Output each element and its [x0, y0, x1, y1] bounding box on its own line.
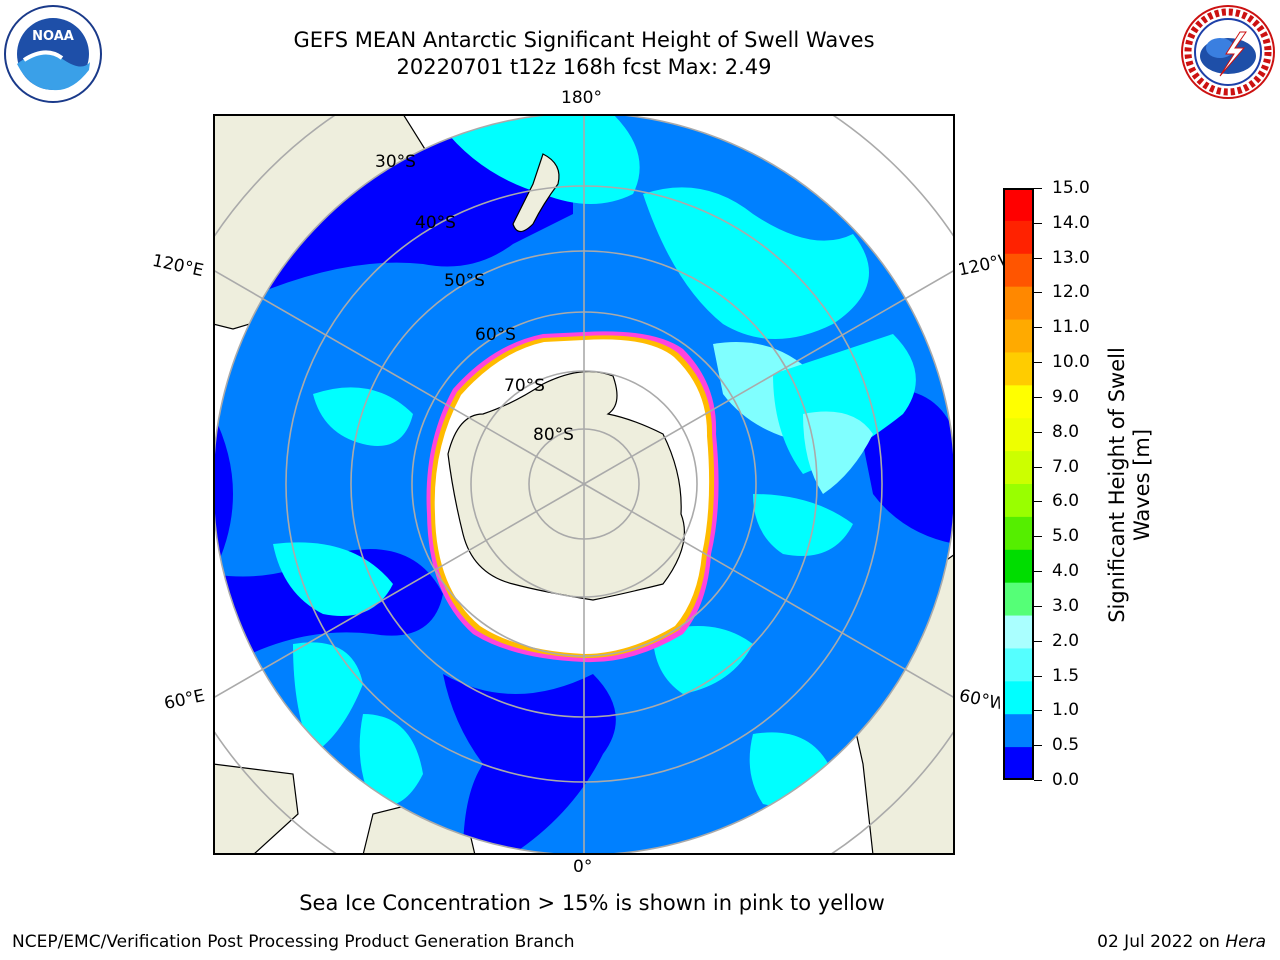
- polar-map: 30°S 40°S 50°S 60°S 70°S 80°S: [213, 114, 955, 855]
- colorbar-tick-mark: [1034, 501, 1042, 503]
- lon-label-120w: 120°W: [956, 251, 1006, 281]
- longitude-lines: [213, 114, 955, 855]
- colorbar-tick-mark: [1034, 640, 1042, 642]
- colorbar-swatch: [1003, 648, 1034, 682]
- colorbar-swatch: [1003, 582, 1034, 617]
- colorbar-tick-label: 6.0: [1052, 491, 1080, 512]
- colorbar-tick-label: 5.0: [1052, 526, 1080, 547]
- land-new-zealand: [512, 153, 560, 233]
- colorbar-swatch: [1003, 549, 1034, 584]
- colorbar-tick-label: 7.0: [1052, 456, 1080, 477]
- colorbar-swatch: [1003, 747, 1034, 781]
- colorbar-tick-mark: [1034, 710, 1042, 712]
- credit-date-text: 02 Jul 2022 on: [1097, 932, 1226, 952]
- land-antarctica: [447, 370, 685, 601]
- colorbar-tick-label: 11.0: [1052, 317, 1090, 338]
- colorbar-tick-label: 12.0: [1052, 282, 1090, 303]
- colorbar-swatch: [1003, 286, 1034, 321]
- colorbar-tick-mark: [1034, 362, 1042, 364]
- noaa-logo: NOAA: [2, 4, 104, 108]
- colorbar-swatch: [1003, 484, 1034, 518]
- lon-label-180: 180°: [561, 88, 602, 108]
- colorbar-tick-label: 2.0: [1052, 630, 1080, 651]
- colorbar-swatch: [1003, 418, 1034, 452]
- colorbar-tick-mark: [1034, 222, 1042, 224]
- credit-date: 02 Jul 2022 on Hera: [1097, 932, 1266, 952]
- colorbar-tick-label: 1.0: [1052, 700, 1080, 721]
- credit-branch: NCEP/EMC/Verification Post Processing Pr…: [12, 932, 575, 952]
- colorbar-label: Significant Height of Swell Waves [m]: [1105, 347, 1155, 623]
- colorbar: [1003, 188, 1034, 781]
- colorbar-tick-mark: [1034, 605, 1042, 607]
- colorbar-tick-mark: [1034, 188, 1042, 189]
- colorbar-swatch: [1003, 253, 1034, 288]
- colorbar-tick-label: 8.0: [1052, 421, 1080, 442]
- colorbar-tick-mark: [1034, 257, 1042, 259]
- colorbar-tick-label: 3.0: [1052, 595, 1080, 616]
- lat-label-70s: 70°S: [504, 376, 545, 396]
- colorbar-tick-mark: [1034, 780, 1042, 781]
- colorbar-swatch: [1003, 385, 1034, 419]
- credit-host: Hera: [1225, 932, 1266, 952]
- colorbar-tick-mark: [1034, 292, 1042, 294]
- colorbar-swatch: [1003, 681, 1034, 715]
- lon-label-60w: 60°W: [957, 685, 1003, 715]
- lat-label-30s: 30°S: [375, 152, 416, 172]
- colorbar-tick-mark: [1034, 571, 1042, 573]
- colorbar-tick-mark: [1034, 431, 1042, 433]
- colorbar-tick-label: 14.0: [1052, 212, 1090, 233]
- colorbar-swatch: [1003, 615, 1034, 649]
- colorbar-tick-mark: [1034, 327, 1042, 329]
- colorbar-swatch: [1003, 451, 1034, 485]
- nws-logo: [1180, 4, 1276, 104]
- colorbar-tick-label: 13.0: [1052, 247, 1090, 268]
- colorbar-tick-label: 15.0: [1052, 178, 1090, 198]
- lon-label-0: 0°: [573, 857, 593, 877]
- colorbar-tick-label: 1.5: [1052, 665, 1080, 686]
- colorbar-tick-mark: [1034, 675, 1042, 677]
- colorbar-tick-mark: [1034, 745, 1042, 747]
- colorbar-tick-label: 9.0: [1052, 386, 1080, 407]
- map-frame: [213, 114, 955, 855]
- colorbar-tick-label: 4.0: [1052, 561, 1080, 582]
- colorbar-frame: [1003, 188, 1034, 780]
- colorbar-tick-label: 10.0: [1052, 352, 1090, 373]
- lat-label-40s: 40°S: [415, 213, 456, 233]
- lon-label-60e: 60°E: [162, 685, 207, 715]
- lat-label-80s: 80°S: [533, 425, 574, 445]
- colorbar-swatch: [1003, 714, 1034, 748]
- sea-ice-note: Sea Ice Concentration > 15% is shown in …: [299, 891, 885, 915]
- colorbar-label-line2: Waves [m]: [1130, 428, 1154, 542]
- lat-label-50s: 50°S: [444, 271, 485, 291]
- colorbar-swatch: [1003, 220, 1034, 255]
- colorbar-swatch: [1003, 352, 1034, 386]
- colorbar-tick-label: 0.0: [1052, 770, 1080, 790]
- colorbar-tick-mark: [1034, 536, 1042, 538]
- colorbar-label-line1: Significant Height of Swell: [1105, 347, 1129, 623]
- colorbar-tick-mark: [1034, 396, 1042, 398]
- colorbar-tick-mark: [1034, 466, 1042, 468]
- land-madagascar-region: [213, 763, 299, 855]
- lat-label-60s: 60°S: [475, 325, 516, 345]
- colorbar-swatch: [1003, 319, 1034, 353]
- colorbar-swatch: [1003, 516, 1034, 551]
- colorbar-swatch: [1003, 188, 1034, 222]
- colorbar-tick-label: 0.5: [1052, 735, 1080, 756]
- noaa-logo-text: NOAA: [32, 29, 74, 44]
- lon-label-120e: 120°E: [150, 250, 206, 282]
- chart-title: GEFS MEAN Antarctic Significant Height o…: [293, 28, 875, 52]
- chart-subtitle: 20220701 t12z 168h fcst Max: 2.49: [396, 55, 772, 79]
